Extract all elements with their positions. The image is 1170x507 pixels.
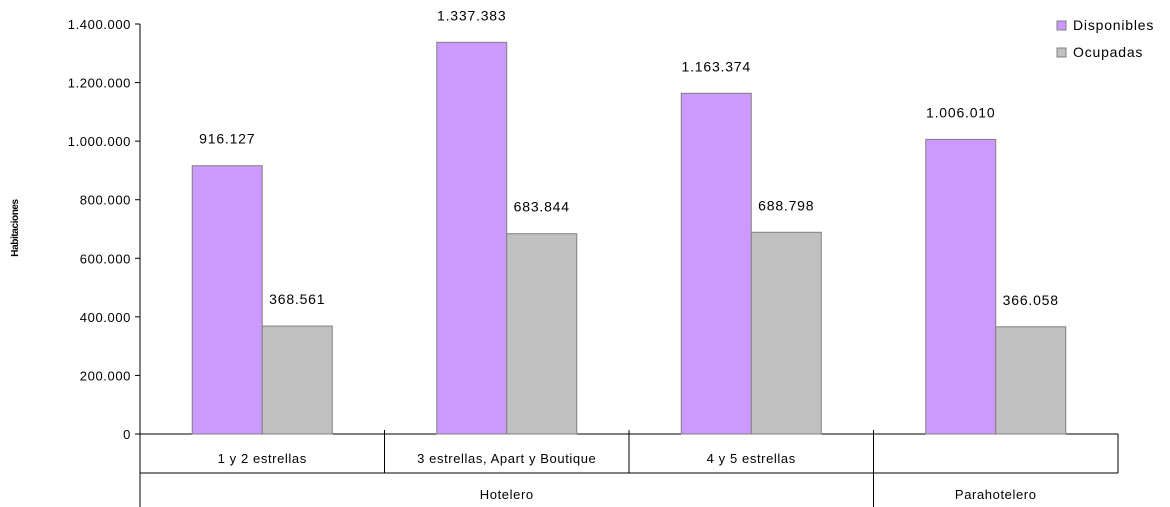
data-labels: 916.127 368.561 1.337.383 683.844 1.163.374 6… [199, 7, 1059, 308]
y-tick-label: 200.000 [80, 368, 131, 383]
data-label-ocupadas: 688.798 [758, 197, 814, 213]
data-label-disponibles: 1.006.010 [926, 104, 995, 120]
legend-swatch-disponibles [1056, 20, 1067, 31]
x-group-label: Hotelero [480, 487, 534, 502]
bar-ocupadas [506, 233, 578, 435]
y-tick-labels: 0 200.000 400.000 600.000 800.000 1.000.000 1.… [68, 17, 131, 442]
data-label-ocupadas: 368.561 [269, 291, 325, 307]
data-label-disponibles: 916.127 [199, 131, 255, 147]
y-tick-label: 0 [123, 427, 131, 442]
y-tick-label: 600.000 [80, 251, 131, 266]
bar-disponibles [680, 92, 752, 435]
data-label-disponibles: 1.163.374 [682, 58, 751, 74]
legend: Disponibles Ocupadas [1056, 17, 1154, 60]
data-label-ocupadas: 366.058 [1003, 292, 1059, 308]
bar-ocupadas [750, 231, 822, 435]
legend-swatch-ocupadas [1056, 47, 1067, 58]
y-tick-label: 800.000 [80, 193, 131, 208]
bar-disponibles [436, 41, 508, 435]
x-category-label: 1 y 2 estrellas [218, 451, 307, 466]
bar-disponibles [191, 165, 263, 435]
y-tick-label: 1.000.000 [68, 134, 131, 149]
y-tick-label: 1.400.000 [68, 17, 131, 32]
legend-label-disponibles: Disponibles [1073, 17, 1154, 33]
legend-label-ocupadas: Ocupadas [1073, 44, 1143, 60]
data-label-ocupadas: 683.844 [514, 199, 570, 215]
data-label-disponibles: 1.337.383 [437, 7, 506, 23]
bar-ocupadas [261, 325, 333, 435]
x-group-label: Parahotelero [955, 487, 1037, 502]
y-axis-label: Habitaciones [10, 198, 21, 256]
x-category-labels: 1 y 2 estrellas 3 estrellas, Apart y Bout… [218, 451, 1037, 502]
bars [191, 41, 1067, 435]
x-category-label: 3 estrellas, Apart y Boutique [417, 451, 596, 466]
x-category-label: 4 y 5 estrellas [707, 451, 796, 466]
y-tick-label: 1.200.000 [68, 76, 131, 91]
y-tick-label: 400.000 [80, 310, 131, 325]
bar-ocupadas [995, 326, 1067, 435]
bar-disponibles [925, 138, 997, 435]
